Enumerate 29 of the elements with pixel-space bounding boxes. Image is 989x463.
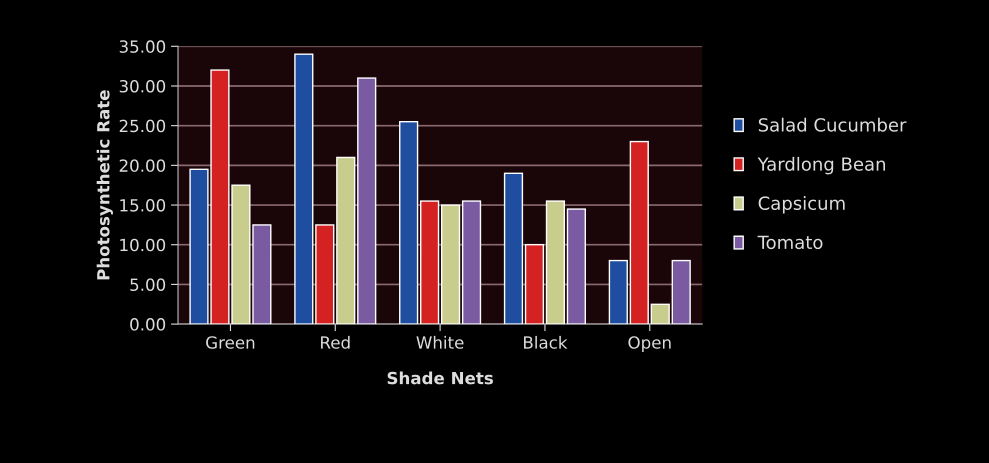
bar (524, 244, 544, 324)
legend-label: Salad Cucumber (758, 118, 906, 132)
y-tick-label: 30.00 (120, 80, 166, 93)
x-tick-label: White (416, 336, 464, 349)
bar (546, 200, 566, 324)
legend-label: Capsicum (758, 196, 845, 214)
bar (504, 172, 524, 324)
legend-label: Yardlong Bean (758, 156, 885, 174)
legend-label: Tomato (758, 236, 822, 250)
bar (462, 200, 482, 324)
x-tick-label: Open (628, 336, 671, 352)
bar (566, 208, 586, 324)
bar (210, 69, 230, 324)
x-axis-title: Shade Nets (388, 371, 493, 384)
bar (189, 168, 209, 324)
bar (440, 204, 460, 324)
x-tick-label: Green (206, 336, 254, 349)
y-tick-label: 0.00 (130, 318, 166, 331)
y-tick-label: 15.00 (120, 199, 166, 212)
y-tick-label: 10.00 (120, 238, 166, 252)
x-tick-label: Red (321, 336, 350, 349)
bar (252, 224, 272, 324)
bar (231, 184, 251, 324)
x-tick-label: Black (524, 336, 568, 349)
y-axis-title: Photosynthetic Rate (96, 90, 113, 280)
y-tick-label: 35.00 (120, 40, 166, 53)
y-tick-label: 20.00 (120, 159, 166, 172)
y-tick-label: 25.00 (120, 120, 166, 132)
y-tick-label: 5.00 (130, 278, 166, 291)
